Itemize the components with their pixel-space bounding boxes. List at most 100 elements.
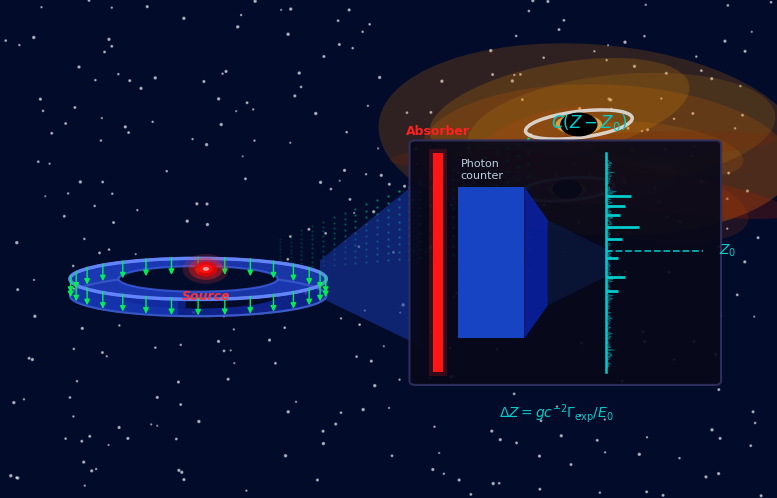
Point [744,442,757,450]
Point [127,290,139,298]
Point [106,3,118,11]
Point [62,189,75,197]
Point [197,78,210,86]
Point [12,286,24,294]
Point [119,123,131,131]
Point [250,281,263,289]
Point [438,337,451,345]
Point [729,124,741,132]
Point [690,53,702,61]
Point [448,293,460,301]
Point [714,434,726,442]
Point [278,324,291,332]
Text: Photon
counter: Photon counter [461,159,503,181]
Point [514,70,527,78]
Point [523,7,535,15]
Point [249,0,261,5]
Text: $C(Z - Z_0)$: $C(Z - Z_0)$ [551,113,627,133]
Point [746,28,758,36]
Point [103,441,115,449]
Point [332,17,344,25]
Point [409,145,422,153]
Point [282,408,294,416]
Point [0,37,12,45]
Point [333,40,346,48]
Point [573,105,586,113]
Point [216,70,228,78]
Point [638,32,650,40]
Ellipse shape [430,58,689,161]
Circle shape [194,261,218,276]
Point [201,221,214,229]
Point [215,121,228,128]
Point [639,338,651,346]
Point [723,169,735,177]
Ellipse shape [474,107,614,172]
Point [399,182,411,190]
Point [347,44,359,52]
Point [309,110,322,118]
Ellipse shape [526,156,748,243]
Point [357,28,369,36]
Point [230,107,242,115]
Ellipse shape [119,266,277,292]
Point [516,96,528,104]
Point [175,400,187,408]
Point [700,473,713,481]
Point [200,140,213,148]
Ellipse shape [70,275,326,316]
Point [618,180,631,188]
Point [706,75,718,83]
Point [485,47,497,55]
Point [695,67,708,75]
Point [481,241,493,249]
Point [225,347,237,355]
Point [222,375,235,383]
Point [636,127,648,135]
Ellipse shape [70,258,326,299]
Point [573,219,585,227]
Point [317,440,329,448]
Point [64,393,76,401]
Point [576,339,588,347]
Ellipse shape [119,283,277,308]
Point [23,354,35,362]
Point [68,285,80,293]
Point [288,92,301,100]
Point [459,298,472,306]
Point [433,449,445,457]
Point [599,294,611,302]
Point [611,230,624,238]
Point [617,238,629,246]
Point [508,71,521,79]
Point [170,435,183,443]
Point [315,178,327,186]
Ellipse shape [560,113,598,136]
Point [76,324,89,332]
Point [465,491,477,498]
Point [107,219,120,227]
Point [721,195,733,203]
Point [353,243,365,250]
Point [178,476,190,484]
Point [706,426,718,434]
Point [75,437,88,445]
Point [695,177,708,185]
Point [89,202,101,210]
Point [360,170,372,178]
Point [178,14,190,22]
Point [78,235,91,243]
Point [78,458,90,466]
Point [5,472,17,480]
Point [218,347,230,355]
Point [424,374,437,382]
Point [535,417,547,425]
Point [13,41,26,49]
Point [235,11,247,19]
Point [737,111,749,119]
Bar [458,187,524,339]
Point [558,16,570,24]
Point [661,213,674,221]
Point [212,338,225,346]
Point [555,432,567,440]
